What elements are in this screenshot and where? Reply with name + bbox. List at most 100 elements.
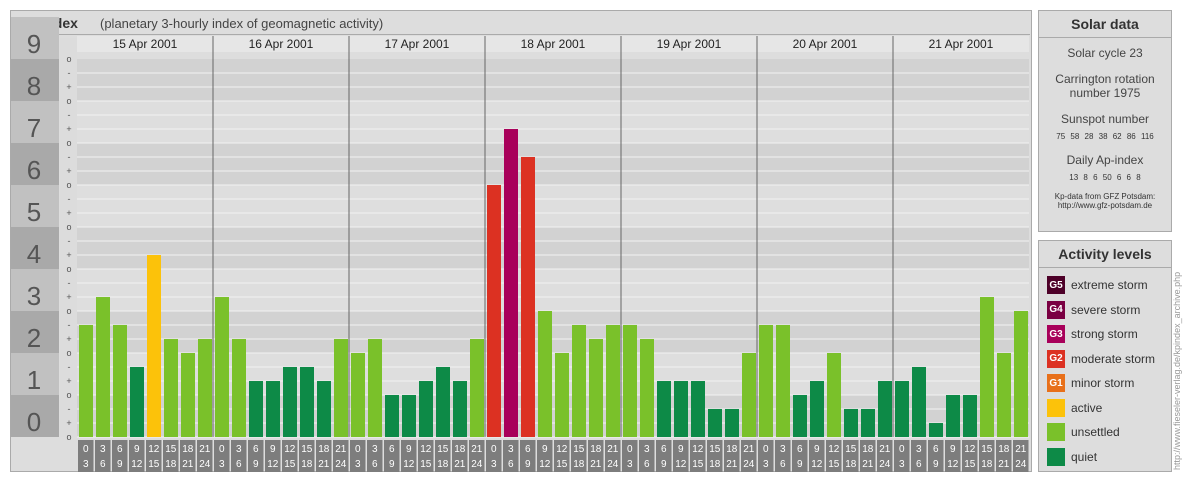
interval-cell [962, 440, 978, 472]
interval-cell [690, 440, 706, 472]
interval-start-label: 0 [763, 444, 769, 455]
interval-cell [316, 440, 332, 472]
interval-end-label: 15 [420, 459, 432, 470]
interval-start-label: 9 [270, 444, 276, 455]
interval-start-label: 9 [814, 444, 820, 455]
kp-bar [385, 395, 399, 437]
y-axis-block [11, 353, 59, 395]
y-minor-tick-label: + [66, 250, 71, 260]
sunspot-label: Sunspot number [1060, 112, 1150, 126]
date-label: 18 Apr 2001 [521, 37, 586, 51]
interval-cell [503, 440, 519, 472]
solar-cycle: Solar cycle 23 [1067, 46, 1143, 60]
legend-item-active: active [1047, 398, 1102, 418]
interval-end-label: 15 [148, 459, 160, 470]
interval-end-label: 15 [964, 459, 976, 470]
y-axis-block [11, 185, 59, 227]
kp-bar [946, 395, 960, 437]
interval-start-label: 12 [148, 444, 160, 455]
kp-bar [249, 381, 263, 437]
interval-start-label: 15 [165, 444, 177, 455]
kp-bar [895, 381, 909, 437]
y-band [77, 185, 1029, 227]
interval-cell [384, 440, 400, 472]
interval-cell [775, 440, 791, 472]
interval-start-label: 18 [862, 444, 874, 455]
kp-bar [929, 423, 943, 437]
kp-bar [436, 366, 450, 437]
legend-item-unsettled: unsettled [1047, 422, 1120, 442]
kp-bar [810, 381, 824, 437]
y-band [77, 143, 1029, 185]
y-tick-label: 0 [27, 407, 41, 437]
interval-end-label: 24 [199, 459, 211, 470]
kp-bar [844, 408, 858, 437]
interval-end-label: 21 [862, 459, 874, 470]
date-label: 16 Apr 2001 [249, 37, 314, 51]
interval-end-label: 21 [318, 459, 330, 470]
interval-cell [299, 440, 315, 472]
interval-cell [520, 440, 536, 472]
interval-end-label: 24 [471, 459, 483, 470]
y-minor-tick-label: - [68, 236, 71, 246]
interval-end-label: 9 [797, 459, 803, 470]
interval-end-label: 24 [607, 459, 619, 470]
carrington-line-2: number 1975 [1069, 86, 1141, 100]
y-band [77, 101, 1029, 143]
interval-cell [996, 440, 1012, 472]
interval-end-label: 15 [828, 459, 840, 470]
y-minor-tick-label: o [66, 264, 71, 274]
kp-bar [419, 381, 433, 437]
interval-cell [248, 440, 264, 472]
interval-start-label: 3 [644, 444, 650, 455]
kp-bar [79, 324, 93, 437]
kp-bar [215, 297, 229, 437]
kp-bar [589, 339, 603, 437]
kp-bar [708, 408, 722, 437]
y-tick-label: 5 [27, 197, 41, 227]
kp-bar [266, 381, 280, 437]
interval-cell [231, 440, 247, 472]
kp-bar [130, 366, 144, 437]
kp-bar [504, 129, 518, 437]
chart-subtitle: (planetary 3-hourly index of geomagnetic… [100, 16, 384, 31]
y-minor-tick-label: + [66, 418, 71, 428]
interval-start-label: 12 [284, 444, 296, 455]
y-axis-block [11, 269, 59, 311]
interval-end-label: 3 [763, 459, 769, 470]
minor-tick-column [60, 38, 77, 437]
interval-end-label: 12 [131, 459, 143, 470]
interval-end-label: 18 [845, 459, 857, 470]
solar-data-header: Solar data [1039, 11, 1171, 38]
legend-item-quiet: quiet [1047, 447, 1097, 467]
ap-label: Daily Ap-index [1066, 153, 1144, 167]
interval-cell [877, 440, 893, 472]
interval-start-label: 12 [420, 444, 432, 455]
y-axis-block [11, 395, 59, 437]
y-minor-tick-label: + [66, 124, 71, 134]
kp-bar [980, 297, 994, 437]
y-axis-block [11, 101, 59, 143]
interval-end-label: 3 [491, 459, 497, 470]
legend-label: extreme storm [1071, 278, 1148, 292]
kp-bar [606, 324, 620, 437]
y-minor-tick-label: - [68, 152, 71, 162]
interval-start-label: 3 [780, 444, 786, 455]
kp-bar [555, 353, 569, 437]
kp-bar [232, 339, 246, 437]
interval-end-label: 6 [644, 459, 650, 470]
interval-end-label: 9 [661, 459, 667, 470]
kp-bar [181, 353, 195, 437]
legend-swatch [1047, 447, 1065, 466]
interval-start-label: 18 [182, 444, 194, 455]
interval-start-label: 0 [899, 444, 905, 455]
kp-bar [164, 339, 178, 437]
y-axis-block [11, 59, 59, 101]
kp-bar [113, 324, 127, 437]
interval-cell [792, 440, 808, 472]
y-minor-tick-label: o [66, 54, 71, 64]
interval-cell [214, 440, 230, 472]
kp-bar [572, 324, 586, 437]
y-tick-label: 8 [27, 71, 41, 101]
